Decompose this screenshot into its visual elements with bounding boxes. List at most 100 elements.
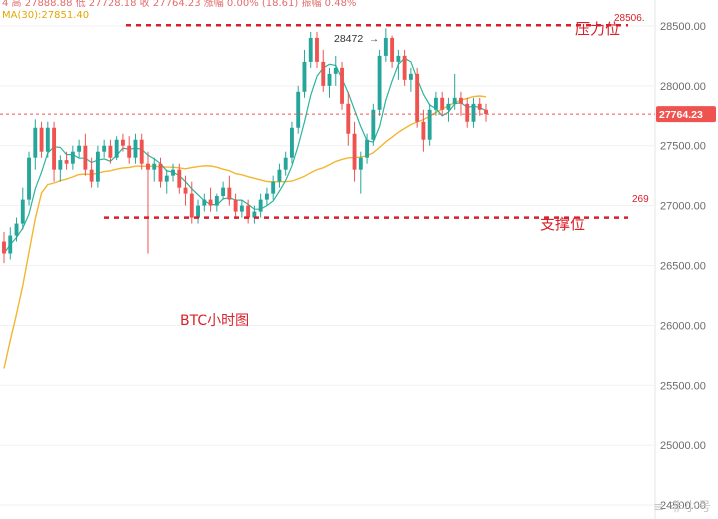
candle-body bbox=[383, 37, 388, 56]
candle-body bbox=[427, 109, 432, 140]
candle-body bbox=[52, 127, 57, 170]
candle-body bbox=[102, 145, 107, 152]
price-tick-label: 27000.00 bbox=[660, 201, 706, 213]
candle-body bbox=[183, 187, 188, 194]
candle-body bbox=[58, 160, 63, 170]
price-tick-label: 26000.00 bbox=[660, 320, 706, 332]
candle-body bbox=[77, 145, 82, 152]
candle-body bbox=[396, 55, 401, 62]
candle-body bbox=[302, 61, 307, 92]
resistance-label: 压力位 bbox=[575, 20, 620, 38]
candle-body bbox=[233, 199, 238, 212]
candle-body bbox=[158, 163, 163, 182]
grid-lines bbox=[0, 25, 655, 506]
candle-body bbox=[202, 199, 207, 206]
candle-body bbox=[340, 67, 344, 104]
candle-body bbox=[321, 61, 326, 86]
candle-body bbox=[446, 103, 451, 110]
candle-body bbox=[327, 73, 332, 86]
price-tick-label: 27500.00 bbox=[660, 141, 706, 153]
ma30-line bbox=[3, 95, 487, 369]
candle-body bbox=[390, 37, 395, 62]
candle-body bbox=[214, 196, 219, 206]
candle-body bbox=[95, 151, 100, 182]
candle-body bbox=[358, 157, 363, 170]
candle-body bbox=[246, 205, 251, 218]
candle-body bbox=[164, 175, 169, 182]
price-axis: 24500.00 25000.00 25500.00 26000.00 26500.00… bbox=[660, 21, 706, 512]
candle-body bbox=[146, 163, 150, 170]
right-top-value: 28506. bbox=[614, 13, 645, 24]
candle-body bbox=[296, 91, 301, 128]
candle-body bbox=[484, 109, 488, 115]
candle-body bbox=[39, 127, 44, 152]
candle-body bbox=[459, 97, 463, 104]
candle-body bbox=[108, 145, 113, 158]
candle-body bbox=[114, 139, 119, 158]
candle-body bbox=[365, 139, 370, 158]
candle-body bbox=[20, 199, 25, 224]
candle-body bbox=[2, 241, 6, 254]
candle-body bbox=[221, 187, 226, 197]
price-tick-label: 24500.00 bbox=[660, 500, 706, 512]
candle-body bbox=[133, 139, 138, 158]
candle-body bbox=[277, 169, 282, 182]
candle-body bbox=[258, 199, 263, 212]
high-marker-arrow: → bbox=[369, 34, 379, 45]
candle-body bbox=[177, 169, 182, 188]
candle-body bbox=[8, 235, 13, 254]
candle-body bbox=[208, 199, 213, 206]
candle-body bbox=[14, 223, 19, 236]
candle-body bbox=[89, 169, 94, 182]
current-price-tag bbox=[656, 106, 716, 123]
candle-body bbox=[33, 127, 38, 158]
candle-body bbox=[271, 181, 276, 194]
candle-body bbox=[196, 205, 200, 218]
price-tick-label: 28500.00 bbox=[660, 21, 706, 33]
candle-body bbox=[152, 163, 157, 170]
price-tick-label: 28000.00 bbox=[660, 81, 706, 93]
candle-body bbox=[440, 97, 445, 110]
candle-body bbox=[120, 139, 125, 146]
candle-body bbox=[333, 67, 338, 74]
candles-group bbox=[2, 28, 488, 264]
candle-body bbox=[421, 121, 426, 140]
chart-title: BTC小时图 bbox=[180, 313, 249, 329]
price-tick-label: 25500.00 bbox=[660, 380, 706, 392]
candle-body bbox=[252, 211, 257, 218]
price-tick-label: 25000.00 bbox=[660, 440, 706, 452]
current-price-value: 27764.23 bbox=[659, 109, 703, 121]
candle-body bbox=[45, 127, 50, 152]
candle-body bbox=[402, 55, 407, 80]
candle-body bbox=[433, 97, 438, 110]
candle-body bbox=[408, 73, 413, 80]
candle-body bbox=[70, 151, 75, 164]
candle-body bbox=[283, 157, 288, 170]
candle-body bbox=[139, 139, 144, 164]
candle-body bbox=[290, 127, 294, 158]
ma30-legend: MA(30):27851.40 bbox=[2, 10, 90, 21]
ohlc-summary-text: 4 高 27888.88 低 27728.18 收 27764.23 涨幅 0.… bbox=[2, 0, 357, 9]
candle-body bbox=[171, 169, 175, 176]
candle-body bbox=[371, 109, 376, 140]
candle-body bbox=[315, 37, 319, 62]
right-mid-value: 269 bbox=[632, 194, 649, 205]
support-label: 支撑位 bbox=[540, 215, 585, 233]
candle-body bbox=[264, 193, 269, 200]
ma30-path bbox=[3, 95, 487, 369]
ma-fast-line bbox=[3, 57, 487, 254]
price-tick-label: 26500.00 bbox=[660, 260, 706, 272]
candle-body bbox=[471, 103, 476, 122]
candle-body bbox=[477, 103, 482, 110]
candle-body bbox=[127, 145, 132, 158]
candle-body bbox=[352, 133, 357, 170]
candle-body bbox=[415, 73, 420, 122]
candle-body bbox=[465, 103, 470, 122]
high-marker: 28472 bbox=[334, 33, 363, 45]
candle-body bbox=[189, 193, 194, 218]
ma-fast-path bbox=[3, 57, 487, 254]
candle-body bbox=[308, 37, 313, 62]
candle-body bbox=[227, 187, 232, 200]
candle-body bbox=[27, 157, 31, 200]
